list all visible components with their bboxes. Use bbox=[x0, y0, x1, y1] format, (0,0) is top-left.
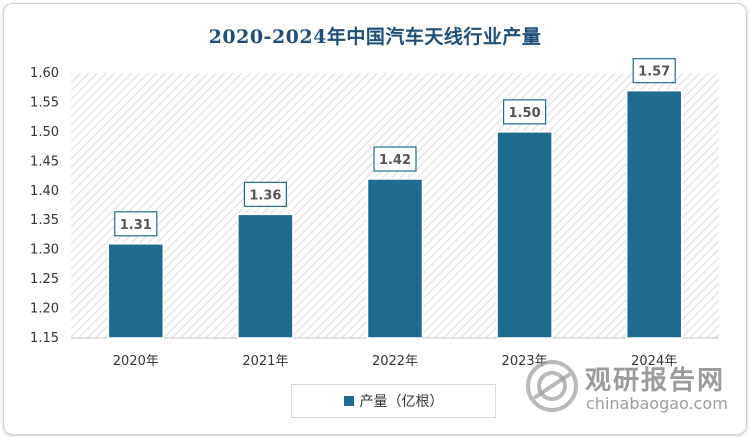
bar bbox=[496, 131, 553, 339]
y-tick-label: 1.15 bbox=[30, 331, 59, 346]
x-tick-label: 2020年 bbox=[113, 354, 159, 369]
data-label: 1.42 bbox=[379, 153, 411, 168]
data-label: 1.57 bbox=[638, 65, 670, 80]
watermark-name: 观研报告网 bbox=[585, 366, 726, 396]
x-tick-label: 2024年 bbox=[631, 354, 677, 369]
data-labels: 1.31 1.36 1.42 1.50 1.57 bbox=[114, 58, 676, 237]
y-tick-label: 1.35 bbox=[30, 213, 59, 228]
data-label-box bbox=[373, 146, 417, 172]
y-tick-label: 1.25 bbox=[30, 272, 59, 287]
bars bbox=[107, 89, 683, 339]
watermark-logo-icon bbox=[526, 360, 578, 412]
y-tick-label: 1.50 bbox=[30, 125, 59, 140]
y-tick-label: 1.30 bbox=[30, 243, 59, 258]
x-tick-label: 2023年 bbox=[502, 354, 548, 369]
data-label: 1.31 bbox=[120, 218, 152, 233]
chart-title: 2020-2024年中国汽车天线行业产量 bbox=[208, 26, 542, 48]
y-tick-label: 1.55 bbox=[30, 95, 59, 110]
y-tick-label: 1.60 bbox=[30, 66, 59, 81]
bar bbox=[237, 213, 294, 339]
legend-label: 产量（亿根） bbox=[359, 394, 444, 410]
data-label: 1.36 bbox=[249, 188, 281, 203]
y-tick-label: 1.40 bbox=[30, 184, 59, 199]
legend: 产量（亿根） bbox=[291, 384, 496, 418]
data-label-box bbox=[243, 181, 287, 207]
legend-swatch bbox=[343, 396, 354, 406]
y-tick-label: 1.45 bbox=[30, 154, 59, 169]
data-label-box bbox=[114, 211, 158, 237]
data-label-box bbox=[632, 58, 676, 84]
bar bbox=[625, 89, 683, 339]
bar bbox=[107, 243, 165, 339]
x-axis: 2020年 2021年 2022年 2023年 2024年 bbox=[113, 354, 677, 369]
x-tick-label: 2022年 bbox=[372, 354, 418, 369]
data-label-box bbox=[503, 99, 547, 125]
bar bbox=[366, 178, 424, 339]
x-tick-label: 2021年 bbox=[242, 354, 288, 369]
watermark-url: chinabaogao.com bbox=[586, 394, 728, 413]
data-label: 1.50 bbox=[509, 106, 541, 121]
y-tick-label: 1.20 bbox=[30, 302, 59, 317]
